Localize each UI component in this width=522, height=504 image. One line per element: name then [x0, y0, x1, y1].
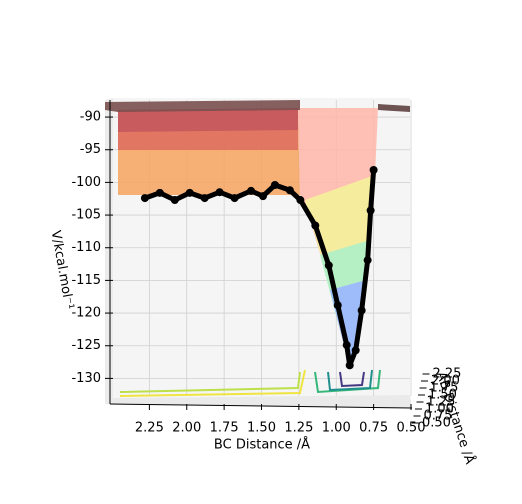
y-tick-label: 1.75: [430, 381, 459, 396]
trajectory-point: [230, 194, 239, 203]
z-tick-label: -115: [71, 273, 101, 288]
x-tick-label: 0.50: [397, 421, 426, 436]
x-tick-label: 2.00: [172, 421, 201, 436]
x-tick-label: 1.75: [210, 421, 239, 436]
left-pane: [105, 98, 113, 404]
y-tick-label: 1.00: [425, 402, 454, 417]
z-tick-label: -125: [71, 338, 101, 353]
x-tick-label: 1.00: [322, 421, 351, 436]
surface-lid: [105, 100, 300, 112]
trajectory-point: [258, 192, 267, 201]
trajectory-line: [144, 169, 377, 368]
x-tick-label: 1.25: [284, 421, 313, 436]
trajectory-point: [170, 196, 179, 205]
y-tick-label: 1.25: [427, 395, 456, 410]
trajectory-point: [140, 194, 149, 203]
z-tick-label: -120: [71, 306, 101, 321]
trajectory-point: [357, 306, 366, 315]
trajectory-point: [369, 165, 378, 174]
y-tick-label: 0.50: [422, 416, 451, 431]
trajectory-point: [285, 186, 294, 195]
trajectory-point: [351, 346, 360, 355]
trajectory-point: [155, 188, 164, 197]
z-tick-label: -130: [71, 371, 101, 386]
z-tick-label: -100: [71, 175, 101, 190]
trajectory-point: [342, 341, 351, 350]
trajectory-point: [311, 221, 320, 230]
z-tick-label: -95: [80, 142, 101, 157]
y-tick-label: 1.50: [428, 388, 457, 403]
trajectory-point: [247, 186, 256, 195]
trajectory-point: [363, 256, 372, 265]
x-tick-label: 0.75: [359, 421, 388, 436]
trajectory-point: [333, 301, 342, 310]
trajectory-point: [296, 196, 305, 205]
x-tick-label: 1.50: [247, 421, 276, 436]
trajectory-point: [270, 181, 279, 190]
trajectory-point: [345, 361, 354, 370]
z-tick-label: -105: [71, 208, 101, 223]
z-tick-label: -90: [80, 110, 101, 125]
x-axis-label: BC Distance /Å: [214, 437, 310, 453]
y-tick-label: 2.25: [433, 367, 462, 382]
surface-top: [118, 108, 298, 132]
x-axis-line: [109, 403, 413, 409]
surface-lid-right: [378, 104, 410, 112]
trajectory-point: [324, 261, 333, 270]
y-tick-label: 0.75: [424, 409, 453, 424]
trajectory-point: [185, 188, 194, 197]
trajectory-point: [215, 188, 224, 197]
y-tick-label: 2.00: [431, 374, 460, 389]
trajectory-point: [366, 206, 375, 215]
z-tick-label: -110: [71, 240, 101, 255]
floor-contours: [119, 369, 381, 397]
x-tick-label: 2.25: [135, 421, 164, 436]
trajectory-point: [200, 194, 209, 203]
